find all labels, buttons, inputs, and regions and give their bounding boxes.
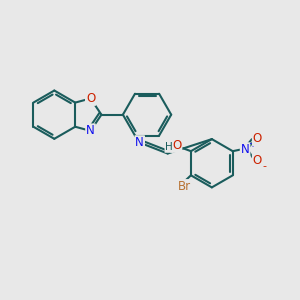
Text: N: N [135, 136, 144, 149]
Text: N: N [86, 124, 95, 137]
Text: H: H [165, 142, 173, 152]
Text: +: + [248, 140, 256, 149]
Text: O: O [86, 92, 95, 105]
Text: O: O [253, 154, 262, 167]
Text: O: O [172, 139, 182, 152]
Text: O: O [253, 132, 262, 145]
Text: Br: Br [178, 180, 191, 193]
Text: H: H [170, 142, 178, 152]
Text: N: N [241, 143, 250, 156]
Text: -: - [262, 161, 266, 171]
